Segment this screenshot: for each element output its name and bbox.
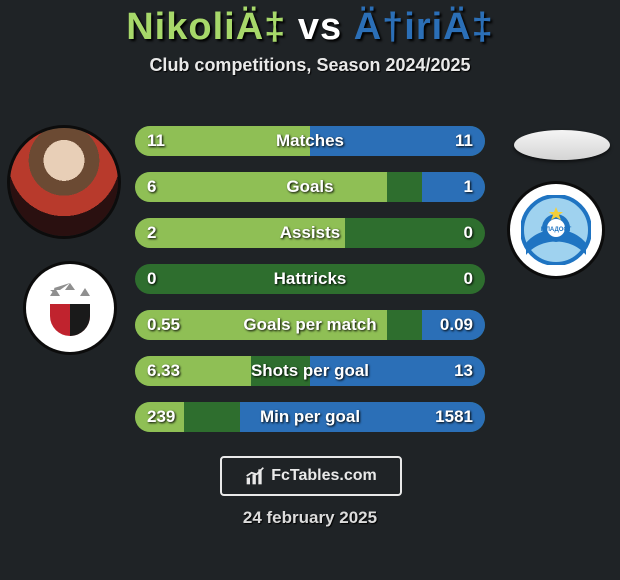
chart-icon: [245, 466, 265, 486]
player1-photo: [10, 128, 118, 236]
stat-row: 1111Matches: [135, 126, 485, 156]
player2-ellipse: [514, 130, 610, 160]
partizan-crest-icon: [40, 278, 100, 338]
subtitle: Club competitions, Season 2024/2025: [0, 55, 620, 76]
watermark: FcTables.com: [220, 456, 402, 496]
stat-label: Shots per goal: [135, 356, 485, 386]
stat-row: 2391581Min per goal: [135, 402, 485, 432]
stat-row: 00Hattricks: [135, 264, 485, 294]
club-right-badge: МЛАДОСТ: [510, 184, 602, 276]
stat-row: 61Goals: [135, 172, 485, 202]
stat-label: Min per goal: [135, 402, 485, 432]
title-player1: NikoliÄ‡: [126, 6, 286, 48]
stat-label: Goals: [135, 172, 485, 202]
stat-row: 20Assists: [135, 218, 485, 248]
title-player2: Ä†iriÄ‡: [354, 6, 494, 48]
watermark-text: FcTables.com: [271, 467, 377, 485]
stat-bars: 1111Matches 61Goals 20Assists 00Hattricks 0.…: [135, 126, 485, 448]
stat-row: 6.3313Shots per goal: [135, 356, 485, 386]
mladost-crest-icon: МЛАДОСТ: [521, 195, 591, 265]
stat-label: Goals per match: [135, 310, 485, 340]
card-date: 24 february 2025: [0, 508, 620, 528]
stat-row: 0.550.09Goals per match: [135, 310, 485, 340]
club-left-badge: [26, 264, 114, 352]
svg-text:МЛАДОСТ: МЛАДОСТ: [541, 227, 572, 233]
comparison-card: NikoliÄ‡ vs Ä†iriÄ‡ Club competitions, S…: [0, 6, 620, 580]
title-vs: vs: [298, 6, 342, 48]
stat-label: Hattricks: [135, 264, 485, 294]
stat-label: Matches: [135, 126, 485, 156]
card-title: NikoliÄ‡ vs Ä†iriÄ‡: [0, 6, 620, 49]
stat-label: Assists: [135, 218, 485, 248]
